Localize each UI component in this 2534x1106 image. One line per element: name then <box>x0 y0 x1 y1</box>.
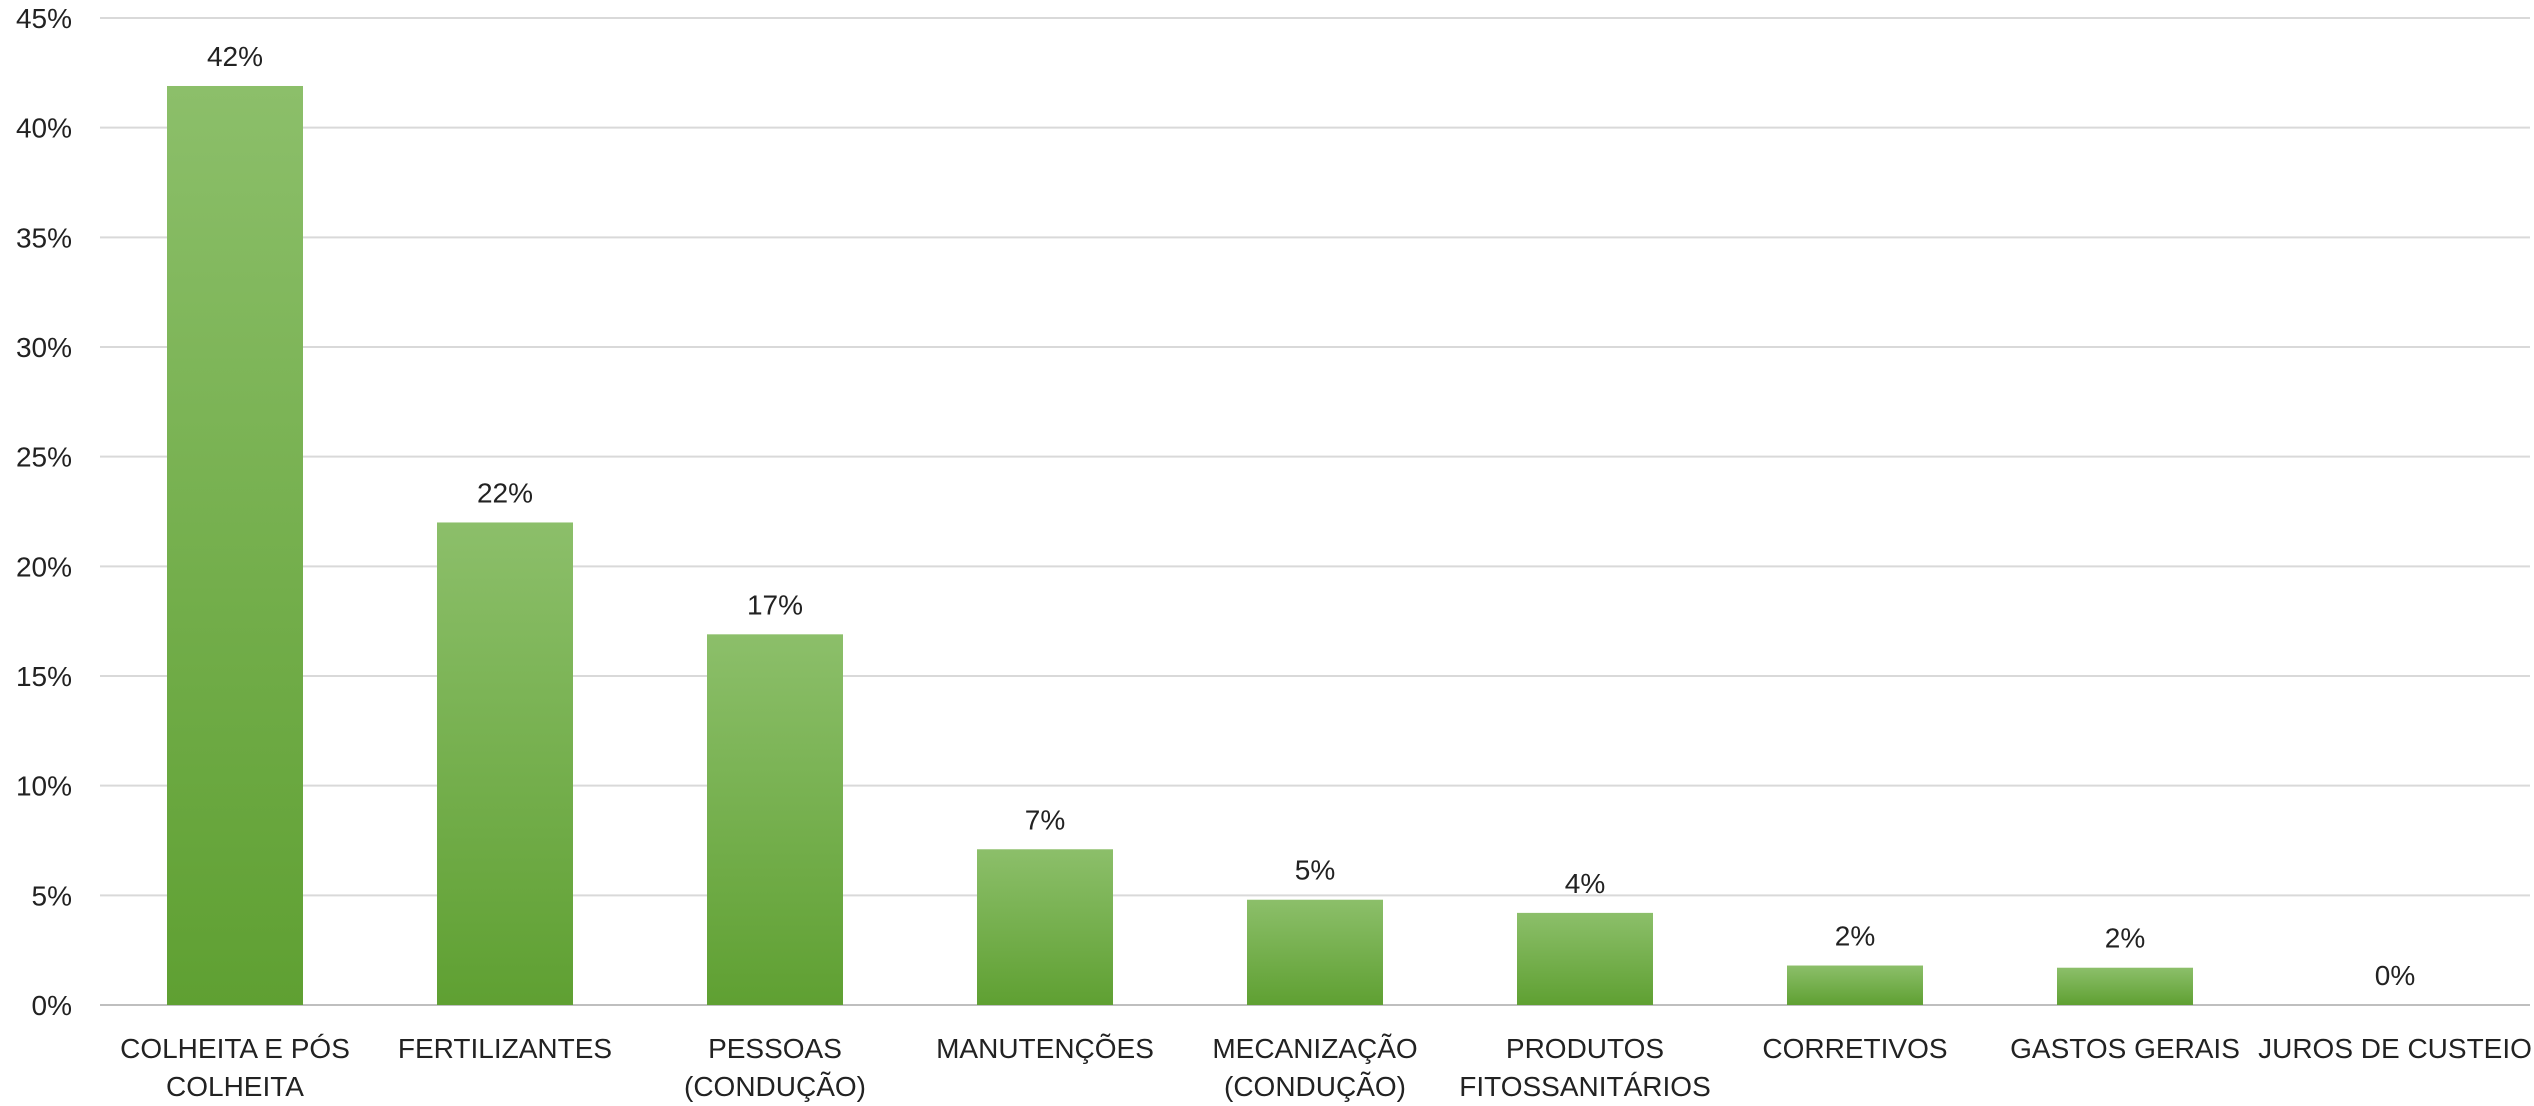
bar <box>1247 899 1383 1005</box>
bar <box>2057 967 2193 1005</box>
data-label: 0% <box>2375 960 2415 991</box>
y-tick-label: 40% <box>16 113 72 144</box>
y-tick-label: 0% <box>32 990 72 1021</box>
category-label: JUROS DE CUSTEIO <box>2258 1033 2532 1064</box>
y-tick-label: 45% <box>16 3 72 34</box>
category-label: PESSOAS (CONDUÇÃO) <box>684 1033 866 1102</box>
category-label-line: FITOSSANITÁRIOS <box>1459 1071 1711 1102</box>
data-label: 2% <box>2105 923 2145 954</box>
bar <box>437 522 573 1005</box>
data-label: 22% <box>477 477 533 508</box>
bar <box>1787 965 1923 1005</box>
category-label: COLHEITA E PÓS COLHEITA <box>120 1033 350 1102</box>
category-label-line: COLHEITA E PÓS <box>120 1033 350 1064</box>
y-tick-label: 5% <box>32 880 72 911</box>
y-axis-tick-labels: 0% 5% 10% 15% 20% 25% 30% 35% 40% 45% <box>16 3 72 1021</box>
y-tick-label: 25% <box>16 442 72 473</box>
data-label: 4% <box>1565 868 1605 899</box>
bar <box>167 85 303 1005</box>
category-label: CORRETIVOS <box>1762 1033 1947 1064</box>
y-tick-label: 20% <box>16 551 72 582</box>
category-label-line: CORRETIVOS <box>1762 1033 1947 1064</box>
data-label: 42% <box>207 41 263 72</box>
category-label-line: PESSOAS <box>708 1033 842 1064</box>
data-label: 7% <box>1025 804 1065 835</box>
bars <box>167 85 2193 1005</box>
category-label: MANUTENÇÕES <box>936 1033 1154 1064</box>
category-label-line: (CONDUÇÃO) <box>1224 1071 1406 1102</box>
category-label-line: GASTOS GERAIS <box>2010 1033 2240 1064</box>
bar <box>977 849 1113 1005</box>
y-tick-label: 35% <box>16 222 72 253</box>
data-label: 2% <box>1835 921 1875 952</box>
category-label-line: COLHEITA <box>166 1071 304 1102</box>
y-tick-label: 30% <box>16 332 72 363</box>
data-labels: 42% 22% 17% 7% 5% 4% 2% 2% 0% <box>207 41 2415 991</box>
bar <box>1517 912 1653 1005</box>
category-label-line: PRODUTOS <box>1506 1033 1664 1064</box>
category-label: GASTOS GERAIS <box>2010 1033 2240 1064</box>
category-labels: COLHEITA E PÓS COLHEITA FERTILIZANTES PESSO… <box>120 1033 2532 1102</box>
category-label: MECANIZAÇÃO (CONDUÇÃO) <box>1212 1033 1417 1102</box>
category-label: PRODUTOS FITOSSANITÁRIOS <box>1459 1033 1711 1102</box>
category-label-line: JUROS DE CUSTEIO <box>2258 1033 2532 1064</box>
category-label: FERTILIZANTES <box>398 1033 612 1064</box>
data-label: 17% <box>747 589 803 620</box>
data-label: 5% <box>1295 855 1335 886</box>
category-label-line: FERTILIZANTES <box>398 1033 612 1064</box>
category-label-line: MECANIZAÇÃO <box>1212 1033 1417 1064</box>
category-label-line: (CONDUÇÃO) <box>684 1071 866 1102</box>
y-tick-label: 15% <box>16 661 72 692</box>
category-label-line: MANUTENÇÕES <box>936 1033 1154 1064</box>
bar <box>707 634 843 1005</box>
y-tick-label: 10% <box>16 771 72 802</box>
